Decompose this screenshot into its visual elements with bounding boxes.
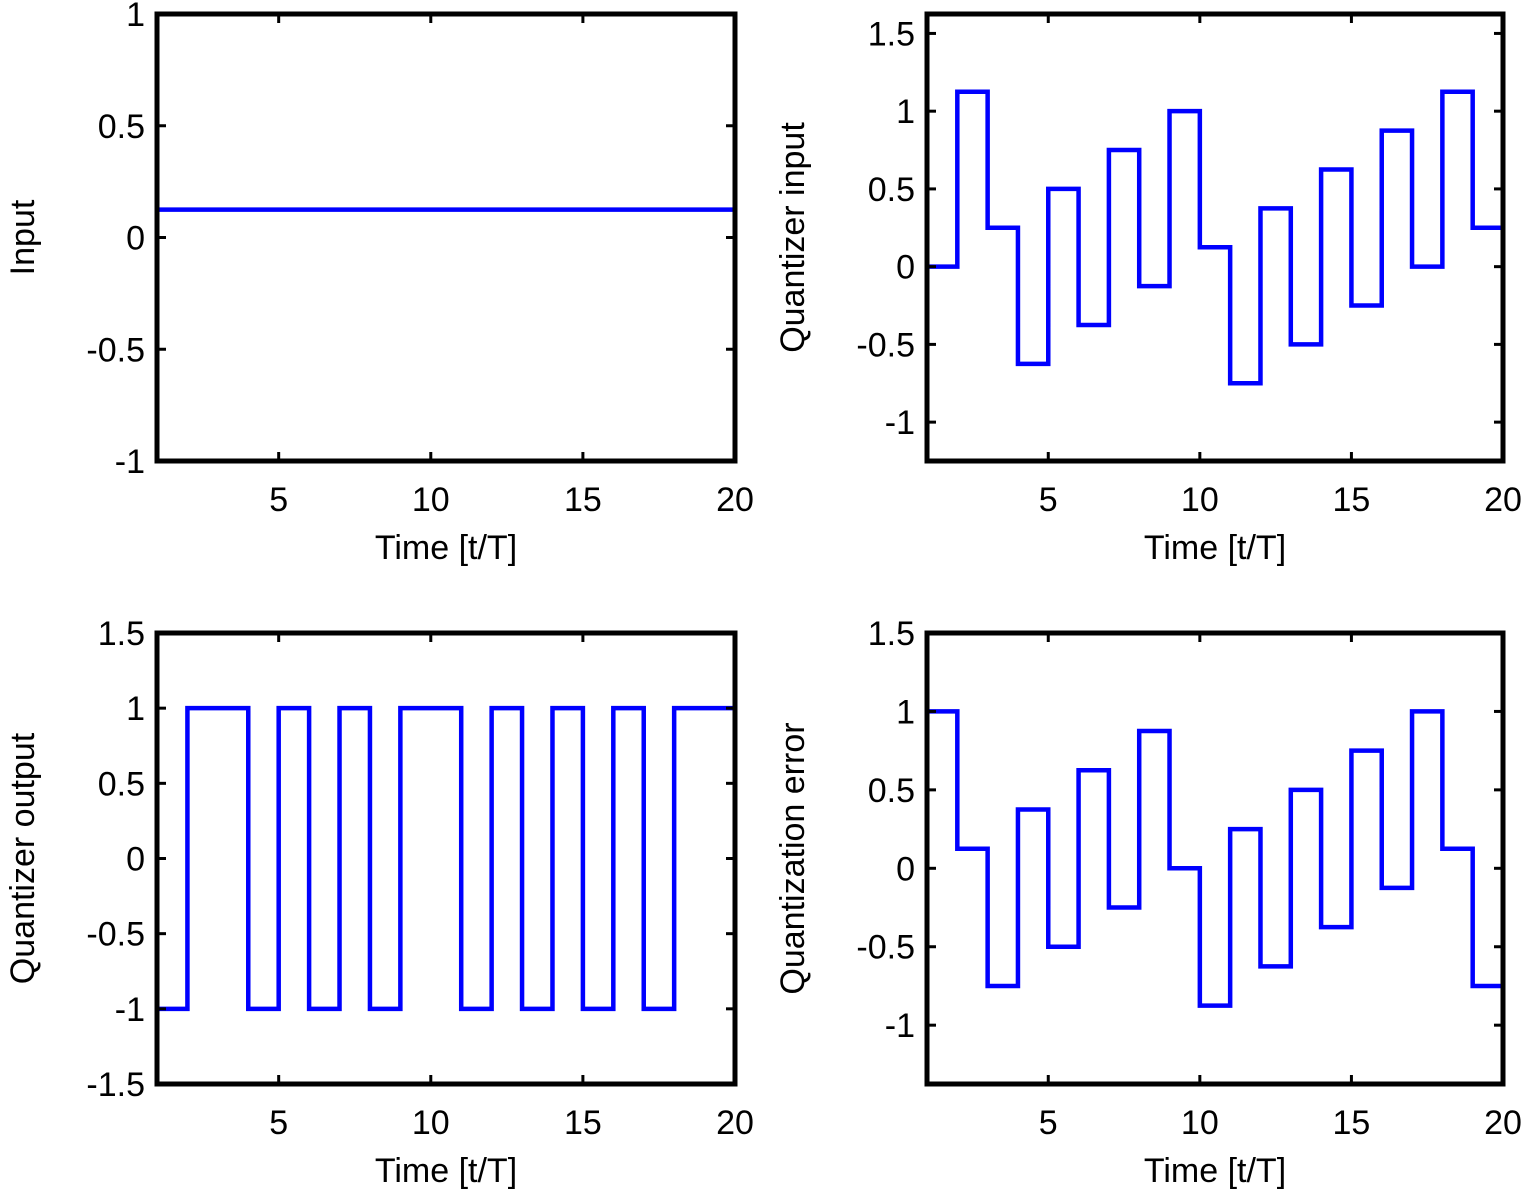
x-tick-label: 15 [564,481,602,519]
series-line [927,89,1506,386]
series-line [927,709,1506,1008]
y-axis-label: Quantizer output [4,732,42,984]
y-tick-label: 1 [896,693,915,731]
axes-frame [924,630,1506,1087]
y-tick-label: 0.5 [868,171,915,209]
y-tick-label: -0.5 [86,916,145,954]
y-tick-label: 0 [126,220,145,258]
x-tick-label: 5 [269,481,288,519]
y-tick-label: 0 [126,841,145,879]
y-tick-label: -1 [885,1007,915,1045]
x-tick-label: 5 [1039,1104,1058,1142]
x-tick-label: 5 [1039,481,1058,519]
x-axis-label: Time [t/T] [1144,1152,1286,1190]
y-tick-label: -1 [885,404,915,442]
y-tick-label: -1 [115,991,145,1029]
axes-frame [154,630,738,1087]
series-line [157,705,738,1012]
y-tick-label: 0 [896,850,915,888]
x-tick-label: 5 [269,1104,288,1142]
y-tick-label: -0.5 [86,331,145,369]
subplot-2: 5 10 15 20 -1 -0.5 0 0.5 1 1.5 Time [t/T] Quantizer… [774,11,1522,567]
x-axis-label: Time [t/T] [375,529,517,567]
y-tick-label: 0 [896,249,915,287]
y-tick-label: -1 [115,443,145,481]
y-tick-label: 1 [126,0,145,34]
y-axis-label: Quantization error [774,722,812,994]
y-axis-label: Quantizer input [774,122,812,353]
x-tick-label: 10 [412,481,450,519]
x-tick-label: 10 [412,1104,450,1142]
x-tick-label: 15 [1333,481,1371,519]
axes-frame [154,11,738,464]
y-tick-label: 1 [896,93,915,131]
y-axis-label: Input [4,199,42,275]
axes-frame [924,11,1506,464]
x-tick-label: 20 [716,1104,754,1142]
x-tick-label: 10 [1181,1104,1219,1142]
y-tick-label: 1.5 [98,615,145,653]
y-tick-label: 0.5 [868,772,915,810]
subplot-3: 5 10 15 20 -1.5 -1 -0.5 0 0.5 1 1.5 Time [t/T] Quant… [4,615,754,1190]
x-tick-label: 15 [1333,1104,1371,1142]
x-axis-label: Time [t/T] [1144,529,1286,567]
y-tick-label: 1 [126,690,145,728]
y-tick-label: -1.5 [86,1066,145,1104]
y-tick-label: 0.5 [98,765,145,803]
y-tick-label: -0.5 [856,326,915,364]
x-axis-label: Time [t/T] [375,1152,517,1190]
y-tick-label: 0.5 [98,108,145,146]
subplot-1: 5 10 15 20 -1 -0.5 0 0.5 1 Time [t/T] Input [4,0,754,567]
x-tick-label: 10 [1181,481,1219,519]
y-tick-label: 1.5 [868,15,915,53]
x-tick-label: 20 [716,481,754,519]
x-tick-label: 20 [1484,1104,1522,1142]
x-tick-label: 20 [1484,481,1522,519]
subplot-4: 5 10 15 20 -1 -0.5 0 0.5 1 1.5 Time [t/T] Quantizat… [774,615,1522,1190]
y-tick-label: -0.5 [856,929,915,967]
y-tick-label: 1.5 [868,615,915,653]
x-tick-label: 15 [564,1104,602,1142]
